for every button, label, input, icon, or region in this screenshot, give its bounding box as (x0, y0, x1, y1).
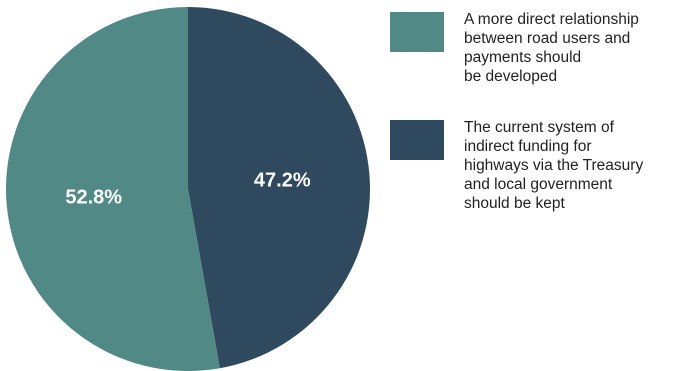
slice-value-label: 52.8% (65, 186, 122, 208)
pie-chart: 47.2% 52.8% (6, 7, 371, 371)
legend-item-direct-relationship: A more direct relationship between road … (390, 10, 690, 118)
pie-slice-1 (6, 7, 220, 371)
legend-label: A more direct relationship between road … (464, 11, 639, 85)
legend-label: The current system of indirect funding f… (464, 119, 644, 212)
legend-swatch (390, 120, 444, 160)
pie-slice-0 (188, 7, 371, 369)
slice-value-label: 47.2% (254, 170, 311, 192)
legend-item-current-system: The current system of indirect funding f… (390, 118, 690, 248)
legend-swatch (390, 12, 444, 52)
legend: A more direct relationship between road … (390, 10, 690, 248)
